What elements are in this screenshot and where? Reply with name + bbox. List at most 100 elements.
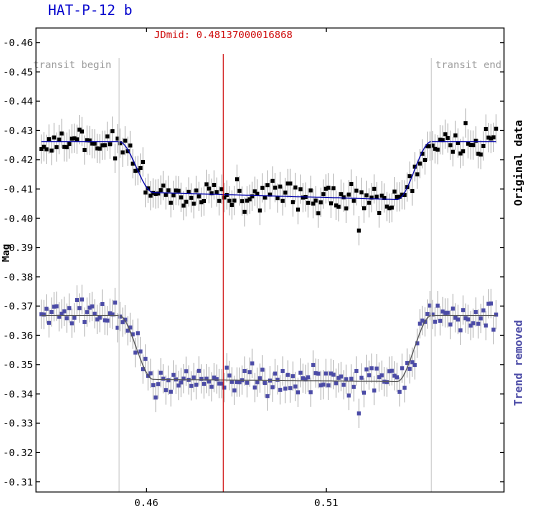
data-point [212,375,217,380]
data-point [285,181,290,186]
data-point [252,385,257,390]
data-point [151,383,156,388]
data-point [453,315,458,320]
data-point [125,328,130,333]
data-point [489,136,493,141]
data-point [367,200,372,205]
data-point [87,138,92,143]
y-tick-label: -0.41 [3,185,33,196]
data-point [410,189,415,193]
data-point [77,306,82,311]
x-tick-label: 0.46 [134,498,158,509]
data-point [387,206,392,211]
data-point [290,200,295,205]
data-point [255,191,260,196]
y-tick-label: -0.37 [3,302,33,313]
data-point [72,315,77,320]
data-point [326,383,331,388]
data-point [326,185,331,190]
data-point [384,380,389,385]
data-point [181,203,186,208]
data-point [288,386,293,391]
data-point [382,196,387,200]
data-point [77,127,82,132]
data-point [113,300,118,305]
data-point [217,198,222,203]
data-point [430,312,435,317]
data-point [494,312,499,317]
transit-end-label: transit end [435,60,501,71]
data-point [113,156,118,161]
jd-mid-label: JDmid: 0.48137000016868 [154,30,292,41]
data-point [110,312,115,317]
data-point [331,186,336,191]
data-point [59,131,64,136]
y-axis-label: Mag [1,244,12,262]
data-point [478,152,483,157]
data-point [108,311,112,316]
data-point [323,371,328,376]
data-point [410,360,415,365]
data-point [323,186,328,191]
data-point [283,386,288,391]
data-point [417,161,422,166]
data-point [359,190,364,195]
data-point [278,387,283,392]
data-point [108,142,112,147]
data-point [123,317,128,322]
data-point [120,150,125,155]
data-point [174,188,178,193]
data-point [156,382,161,387]
data-point [222,195,227,200]
data-point [412,164,417,169]
data-point [64,316,69,321]
data-point [423,158,427,162]
data-point [189,383,194,388]
data-point [80,297,84,302]
data-point [339,374,344,379]
data-point [245,380,250,385]
data-point [69,136,74,141]
data-point [334,203,339,208]
data-point [453,133,458,138]
data-point [128,143,133,148]
data-point [153,395,158,400]
data-point [260,367,265,372]
data-point [356,411,361,416]
data-point [250,194,255,199]
data-point [161,376,166,381]
data-point [100,143,105,148]
data-point [379,373,384,378]
data-point [212,183,217,187]
data-point [316,371,321,376]
data-point [75,298,79,302]
data-point [448,322,453,327]
data-point [473,138,478,143]
model-fits [41,141,497,382]
data-point [199,200,204,205]
data-point [458,151,463,156]
data-point [321,382,326,387]
data-point [209,191,214,196]
data-point [186,189,191,194]
data-point [135,331,140,336]
data-point [118,141,123,146]
data-point [369,366,374,371]
data-point [196,368,201,373]
data-point [168,389,173,394]
data-point [283,190,288,195]
data-point [49,310,54,314]
data-point [148,371,153,376]
data-point [364,367,369,372]
data-point [354,369,359,373]
data-point [362,390,366,395]
data-point [494,126,499,131]
data-point [257,208,262,213]
data-point [389,368,394,373]
data-point [67,306,72,311]
data-point [402,193,407,197]
data-point [407,174,412,179]
data-point [54,145,59,150]
data-point [59,311,64,316]
data-point [349,376,354,381]
